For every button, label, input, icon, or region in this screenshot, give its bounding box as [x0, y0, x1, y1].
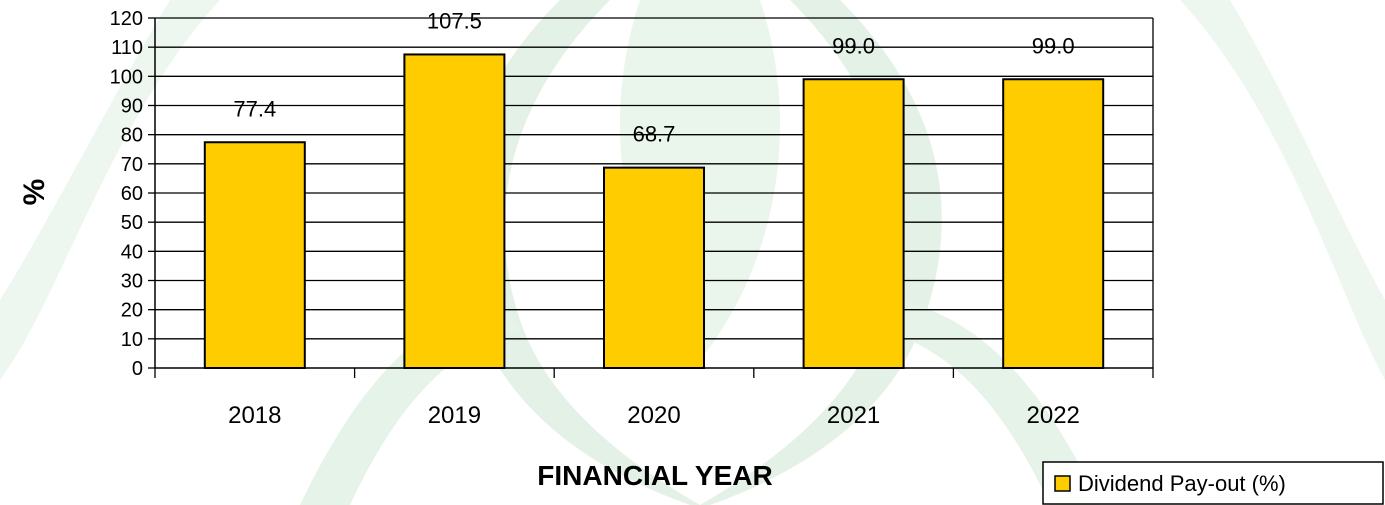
y-tick-label: 30 [121, 271, 143, 293]
y-tick-label: 0 [132, 358, 143, 380]
x-axis-title: FINANCIAL YEAR [537, 460, 772, 491]
bar-2020 [603, 166, 705, 369]
x-tick-label-2022: 2022 [1027, 402, 1080, 429]
data-label-2020: 68.7 [633, 122, 676, 147]
x-tick-label-2020: 2020 [627, 402, 680, 429]
data-label-2018: 77.4 [233, 96, 276, 121]
y-tick-label: 50 [121, 212, 143, 234]
y-tick-label: 80 [121, 125, 143, 147]
data-label-2019: 107.5 [427, 8, 482, 33]
x-tick-label-2019: 2019 [428, 402, 481, 429]
data-labels: 77.4 107.5 68.7 99.0 99.0 [233, 8, 1074, 146]
bar-2018 [203, 141, 306, 369]
y-tick-label: 70 [121, 154, 143, 176]
y-axis-title: % [18, 179, 51, 206]
y-tick-label: 10 [121, 329, 143, 351]
bar-2022 [1002, 78, 1105, 369]
y-tick-label: 20 [121, 300, 143, 322]
legend: Dividend Pay-out (%) [1042, 461, 1384, 505]
x-category-labels: 2018 2019 2020 2021 2022 [228, 402, 1080, 429]
data-label-2021: 99.0 [832, 33, 875, 58]
y-tick-labels: 0 10 20 30 40 50 60 70 80 90 100 110 120 [110, 8, 143, 380]
y-tick-label: 40 [121, 241, 143, 263]
bar-2019 [403, 53, 506, 369]
y-tick-label: 110 [111, 37, 143, 59]
legend-label: Dividend Pay-out (%) [1078, 471, 1286, 496]
y-tick-label: 100 [110, 66, 143, 88]
y-tick-label: 120 [110, 8, 143, 30]
y-tick-label: 60 [121, 183, 143, 205]
bar-2021 [802, 78, 905, 369]
legend-box [1042, 461, 1384, 505]
axes [148, 17, 1154, 378]
data-label-2022: 99.0 [1032, 33, 1075, 58]
x-tick-label-2018: 2018 [228, 402, 281, 429]
y-tick-label: 90 [121, 96, 143, 118]
x-tick-label-2021: 2021 [827, 402, 880, 429]
legend-swatch-icon [1054, 475, 1071, 492]
